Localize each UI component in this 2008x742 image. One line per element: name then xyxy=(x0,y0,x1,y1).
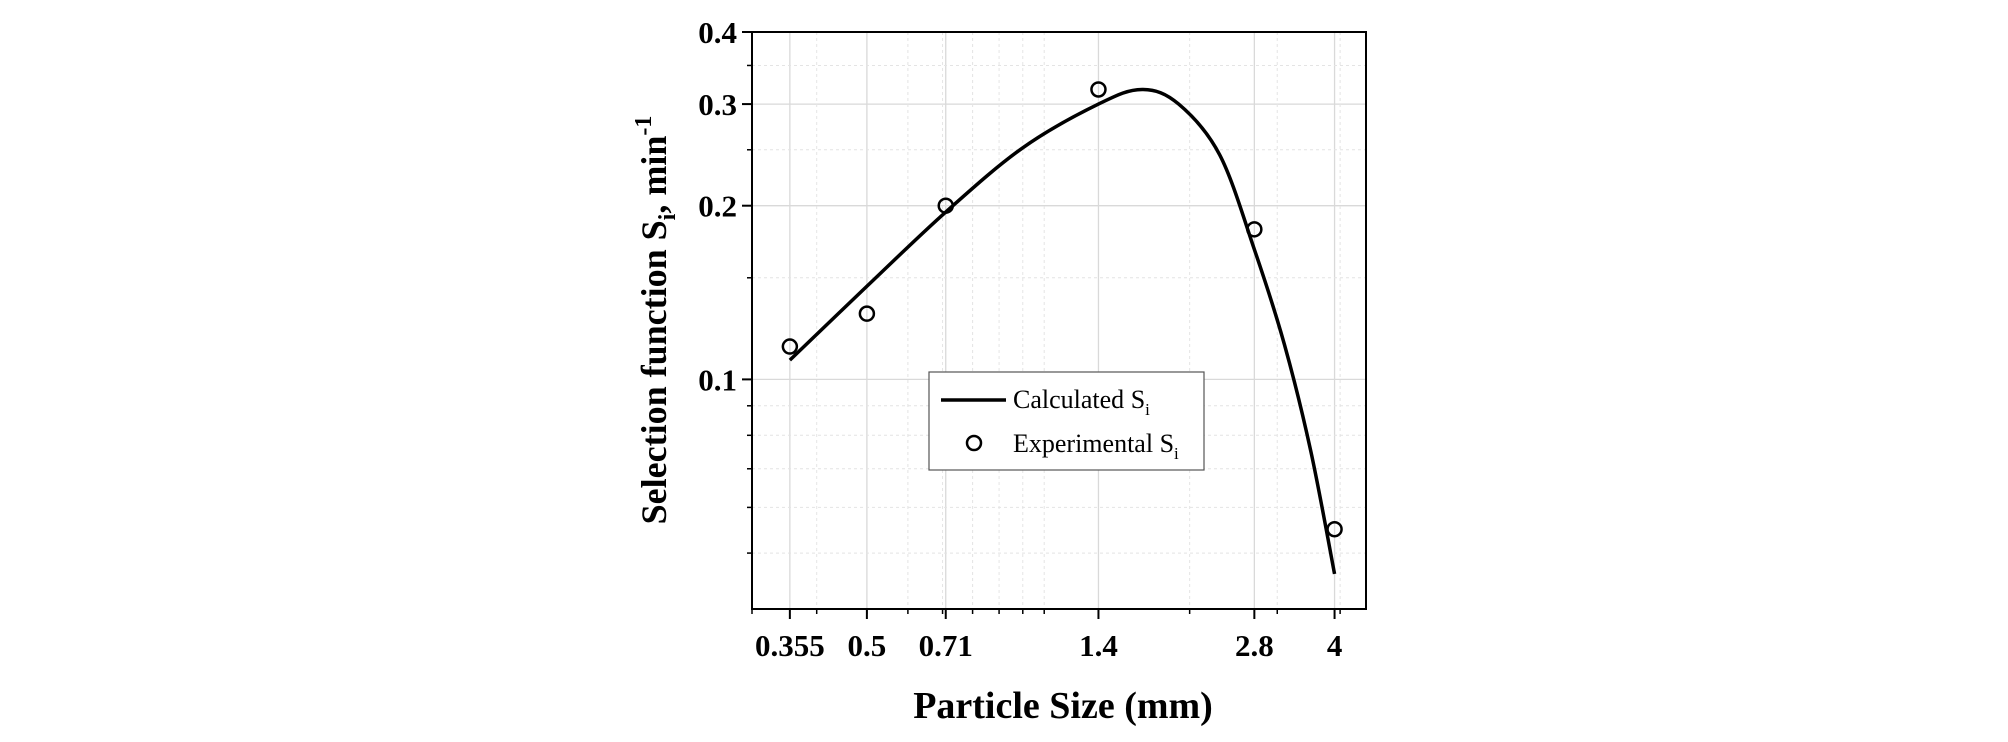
experimental-data-point xyxy=(1326,520,1343,538)
legend-label-experimental-name: Experimental xyxy=(1013,429,1153,458)
y-tick-label: 0.4 xyxy=(698,15,737,50)
x-tick-label: 0.5 xyxy=(848,628,887,663)
legend-label-experimental-subscript: i xyxy=(1174,444,1179,463)
x-tick-label: 4 xyxy=(1327,628,1343,663)
plot-frame xyxy=(751,31,1367,610)
legend-label-calculated-subscript: i xyxy=(1145,400,1150,419)
legend-label-calculated: Calculated Si xyxy=(1013,385,1150,419)
legend: Calculated Si Experimental Si xyxy=(928,371,1205,471)
calculated-series-line xyxy=(788,87,1337,575)
experimental-data-point xyxy=(781,338,799,355)
experimental-data-point xyxy=(937,197,955,214)
x-axis-title: Particle Size (mm) xyxy=(913,685,1213,727)
experimental-data-point xyxy=(858,305,876,322)
y-axis-title-subscript: i xyxy=(655,213,681,220)
experimental-data-point xyxy=(1090,81,1107,98)
x-tick-label: 1.4 xyxy=(1079,628,1118,663)
y-axis-title-main: Selection function S xyxy=(634,220,674,524)
y-tick-labels: 0.1 0.2 0.3 0.4 xyxy=(698,15,737,397)
grid xyxy=(751,31,1366,609)
experimental-data-point xyxy=(1246,221,1263,238)
legend-label-calculated-name: Calculated xyxy=(1013,385,1124,414)
legend-label-experimental: Experimental Si xyxy=(1013,429,1179,463)
y-tick-label: 0.2 xyxy=(698,189,737,224)
series-layer xyxy=(781,81,1343,575)
x-tick-label: 2.8 xyxy=(1235,628,1274,663)
x-tick-labels: 0.355 0.5 0.71 1.4 2.8 4 xyxy=(755,628,1342,663)
legend-box xyxy=(928,371,1205,471)
x-tick-label: 0.71 xyxy=(919,628,973,663)
x-tick-label: 0.355 xyxy=(755,628,825,663)
axis-ticks xyxy=(742,31,1341,619)
y-axis-title: Selection function Si, min-1 xyxy=(631,116,681,525)
y-axis-title-unit: , min xyxy=(634,136,674,214)
y-tick-label: 0.1 xyxy=(698,362,737,397)
legend-marker-symbol xyxy=(965,434,983,452)
y-tick-label: 0.3 xyxy=(698,87,737,122)
y-axis-title-superscript: -1 xyxy=(631,116,657,136)
